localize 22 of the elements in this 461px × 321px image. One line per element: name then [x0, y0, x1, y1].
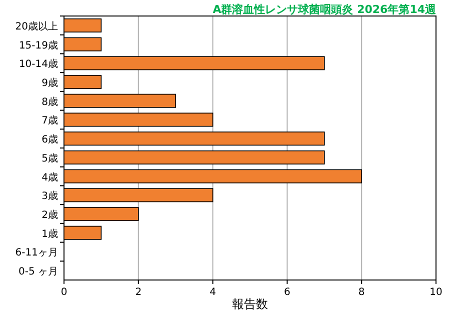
y-tick-label: 2歳: [42, 209, 58, 221]
x-tick-label: 10: [430, 287, 442, 298]
y-tick-label: 6歳: [42, 134, 58, 146]
y-tick-label: 7歳: [42, 114, 58, 127]
y-tick-label: 1歳: [42, 228, 58, 240]
y-tick-label: 4歳: [42, 171, 58, 184]
y-tick-label: 0-5 ヶ月: [18, 266, 58, 278]
y-tick-label: 8歳: [42, 96, 58, 108]
chart-title: A群溶血性レンサ球菌咽頭炎 2026年第14週: [212, 3, 437, 16]
x-tick-label: 8: [358, 287, 365, 298]
y-tick-label: 6-11ヶ月: [15, 248, 58, 259]
x-axis-title: 報告数: [232, 297, 268, 311]
x-tick-label: 0: [60, 287, 68, 298]
y-tick-label: 15-19歳: [18, 39, 58, 52]
y-tick-label: 10-14歳: [18, 58, 58, 70]
x-tick-label: 6: [284, 287, 290, 298]
x-tick-label: 2: [135, 287, 142, 298]
x-tick-label: 4: [210, 287, 216, 298]
y-tick-label: 9歳: [42, 77, 58, 89]
y-tick-label: 3歳: [42, 190, 58, 202]
y-tick-label: 5歳: [42, 152, 58, 164]
y-tick-label: 20歳以上: [15, 20, 58, 32]
